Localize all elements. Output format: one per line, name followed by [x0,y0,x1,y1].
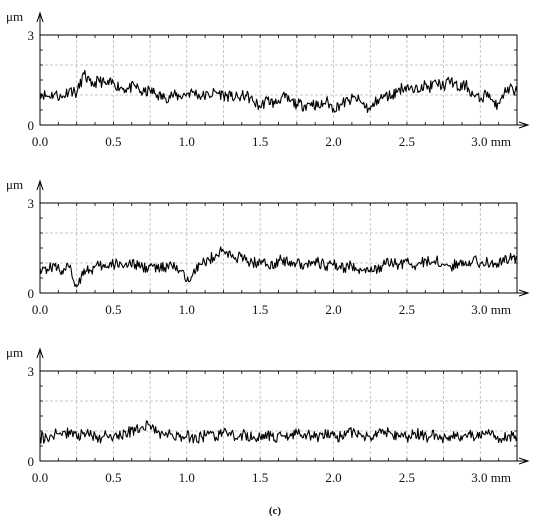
x-tick-label: 0.5 [105,470,121,485]
x-tick-label: 2.5 [399,470,415,485]
x-tick-label: 1.0 [179,302,195,317]
y-unit-label: μm [6,9,23,24]
plot-frame [39,370,518,462]
x-axis-arrowhead [518,289,530,297]
x-tick-label: 1.5 [252,134,268,149]
y-tick-label: 0 [28,118,35,133]
profile-chart-1: μm 3 00.0 0.5 1.0 1.5 2.0 2.5 3.0 mm [6,9,530,149]
y-tick-label: 3 [28,28,35,43]
x-tick-label: 3.0 mm [471,470,511,485]
x-tick-label: 1.0 [179,470,195,485]
x-tick-label: 2.0 [325,134,341,149]
profile-trace [39,69,518,113]
x-tick-label: 2.5 [399,302,415,317]
x-tick-label: 0.5 [105,302,121,317]
y-tick-label: 3 [28,364,35,379]
x-tick-label: 0.0 [32,302,48,317]
x-tick-label: 2.0 [325,470,341,485]
y-unit-label: μm [6,345,23,360]
figure-caption: (c) [269,505,282,517]
y-axis-arrowhead [36,179,44,191]
y-tick-label: 0 [28,286,35,301]
x-tick-label: 1.5 [252,470,268,485]
y-axis-arrowhead [36,11,44,23]
profile-chart-3: μm 3 00.0 0.5 1.0 1.5 2.0 2.5 3.0 mm [6,345,530,485]
x-tick-label: 1.0 [179,134,195,149]
x-axis-arrowhead [518,121,530,129]
y-axis-arrowhead [36,347,44,359]
plot-frame [39,34,518,126]
x-tick-label: 0.5 [105,134,121,149]
x-axis-arrowhead [518,457,530,465]
profile-trace [39,420,518,444]
x-tick-label: 3.0 mm [471,302,511,317]
profile-chart-2: μm 3 00.0 0.5 1.0 1.5 2.0 2.5 3.0 mm [6,177,530,317]
x-tick-label: 2.0 [325,302,341,317]
x-tick-label: 0.0 [32,134,48,149]
x-tick-label: 3.0 mm [471,134,511,149]
x-tick-label: 0.0 [32,470,48,485]
y-tick-label: 0 [28,454,35,469]
profile-trace [39,246,518,288]
plot-frame [39,202,518,294]
x-tick-label: 2.5 [399,134,415,149]
y-unit-label: μm [6,177,23,192]
x-tick-label: 1.5 [252,302,268,317]
y-tick-label: 3 [28,196,35,211]
